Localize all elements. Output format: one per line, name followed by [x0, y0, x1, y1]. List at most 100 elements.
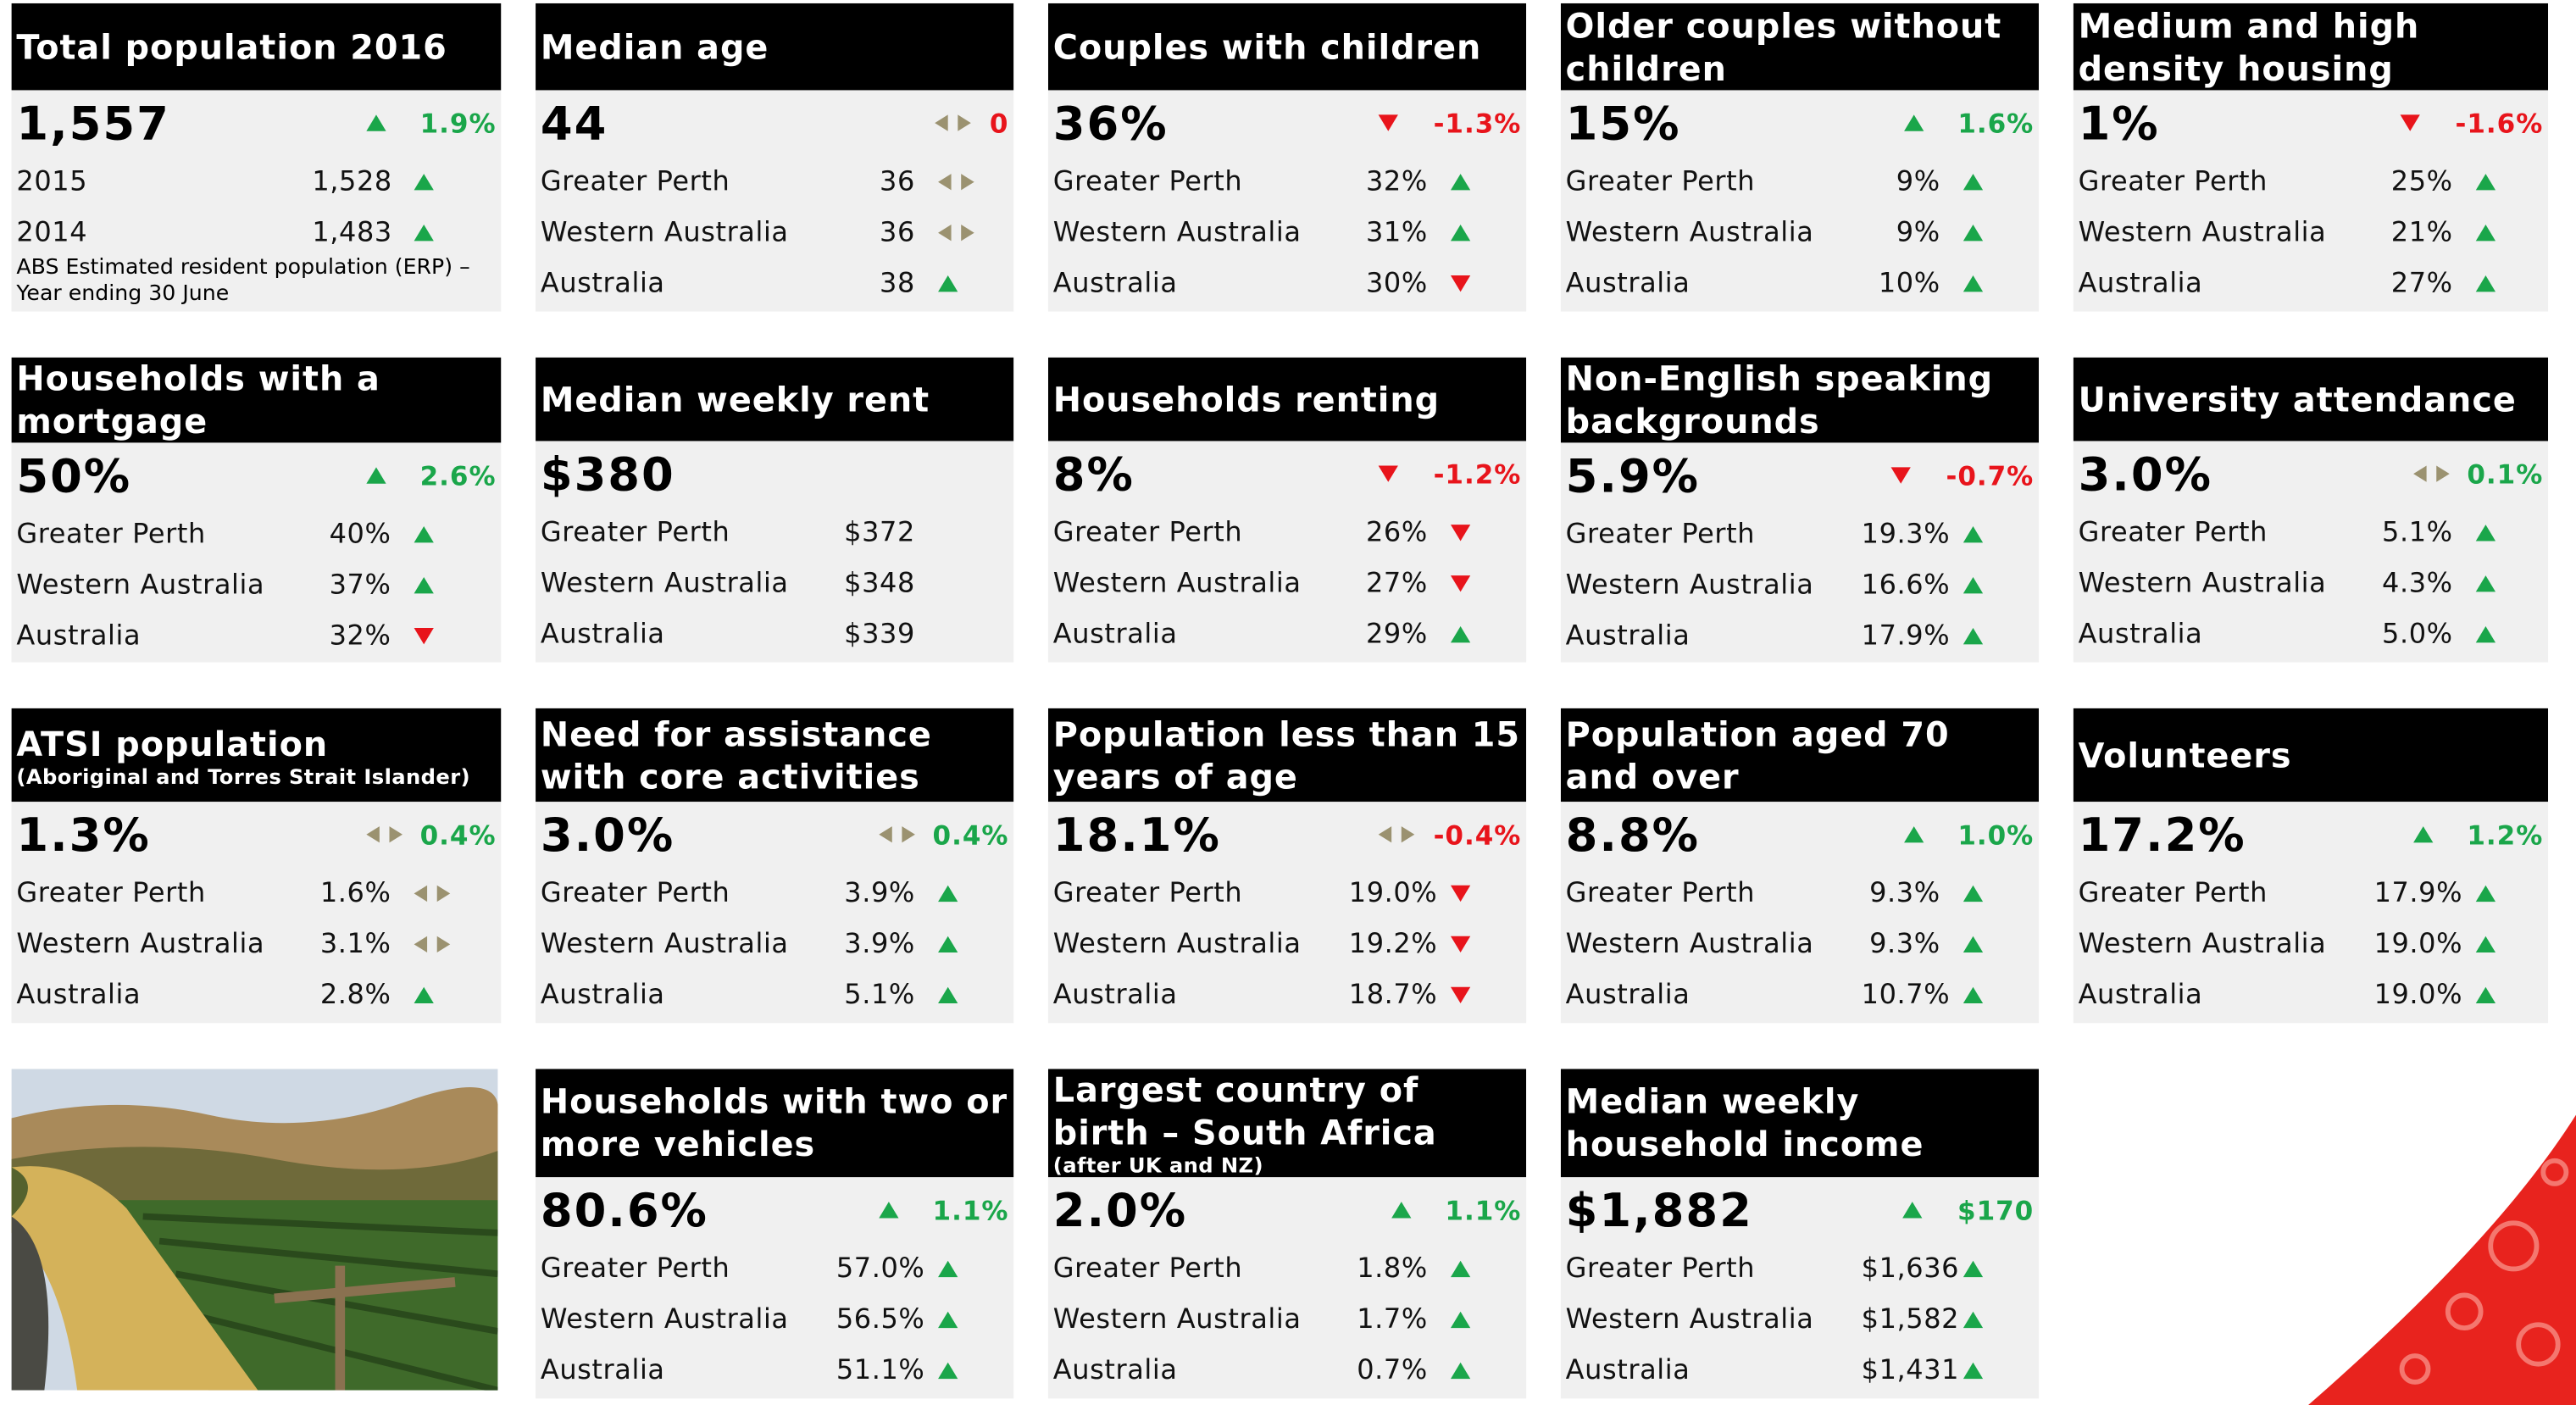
row-value: 19.2%: [1349, 928, 1428, 959]
row-value: 19.0%: [2374, 979, 2453, 1010]
trend-arrow: [1962, 625, 2001, 645]
card-body: 440Greater Perth36Western Australia36Aus…: [536, 90, 1013, 311]
comparison-row: Western Australia56.5%: [541, 1293, 1009, 1344]
row-value: 9%: [1862, 165, 1940, 197]
row-value: 5.0%: [2374, 618, 2453, 649]
row-label: Greater Perth: [1053, 516, 1349, 547]
main-row: 8.8%1.0%: [1566, 802, 2035, 867]
trend-arrow: [936, 883, 976, 902]
row-trend: [1428, 222, 1510, 242]
change-text: $170: [1957, 1194, 2034, 1225]
row-value: 4.3%: [2374, 567, 2453, 598]
trend-arrow: [936, 222, 976, 242]
main-row: 2.0%1.1%: [1053, 1177, 1522, 1242]
comparison-row: Western Australia36: [541, 207, 1009, 258]
comparison-row: Australia30%: [1053, 258, 1522, 308]
main-value: 44: [541, 96, 934, 150]
row-value: 18.7%: [1349, 979, 1428, 1010]
main-value: 80.6%: [541, 1183, 877, 1237]
trend-arrow: [1901, 825, 1941, 844]
title-text: Volunteers: [2079, 734, 2544, 776]
comparison-row: Western Australia19.0%: [2079, 918, 2544, 969]
card-title: University attendance: [2074, 358, 2548, 441]
row-trend: [1428, 934, 1510, 953]
change: -1.6%: [2400, 108, 2544, 139]
stat-card: Median weekly household income$1,882$170…: [1561, 1069, 2039, 1398]
trend-arrow: [1449, 624, 1489, 643]
trend-arrow: [2474, 273, 2514, 292]
trend-arrow: [936, 934, 976, 953]
trend-arrow: [2400, 113, 2440, 132]
title-text: Households renting: [1053, 378, 1522, 420]
trend-arrow: [1962, 222, 2001, 242]
change-text: -1.6%: [2456, 108, 2544, 139]
main-row: 18.1%-0.4%: [1053, 802, 1522, 867]
trend-arrow: [936, 985, 976, 1004]
row-value: $1,636: [1862, 1252, 1940, 1284]
row-value: 25%: [2374, 165, 2453, 197]
row-label: Australia: [541, 618, 836, 649]
row-label: Australia: [16, 619, 312, 651]
trend-arrow: [364, 113, 404, 132]
row-label: Australia: [1566, 267, 1862, 298]
comparison-row: Australia17.9%: [1566, 610, 2035, 661]
trend-arrow: [2474, 573, 2514, 592]
row-trend: [915, 883, 997, 902]
stat-card: Older couples without children15%1.6%Gre…: [1561, 3, 2039, 312]
card-title: Largest country of birth – South Africa(…: [1048, 1069, 1526, 1177]
row-value: 1,483: [312, 216, 391, 247]
change: -1.3%: [1378, 108, 1522, 139]
row-value: 26%: [1349, 516, 1428, 547]
stat-card: Households with a mortgage50%2.6%Greater…: [12, 358, 502, 663]
row-value: 2.8%: [312, 979, 391, 1010]
row-label: Australia: [1053, 618, 1349, 649]
row-trend: [2453, 573, 2535, 592]
trend-arrow: [413, 883, 452, 902]
trend-arrow: [877, 825, 917, 844]
card-title: Volunteers: [2074, 708, 2548, 802]
comparison-row: Greater Perth32%: [1053, 156, 1522, 207]
change-text: 1.1%: [933, 1194, 1009, 1225]
row-trend: [1940, 934, 2023, 953]
row-value: 37%: [312, 569, 391, 600]
row-trend: [915, 985, 997, 1004]
comparison-row: Greater Perth26%: [1053, 507, 1522, 558]
card-title: Non-English speaking backgrounds: [1561, 358, 2039, 443]
stat-card: Couples with children36%-1.3%Greater Per…: [1048, 3, 1526, 312]
row-label: Western Australia: [1053, 928, 1349, 959]
row-value: $372: [836, 516, 915, 547]
row-trend: [915, 273, 997, 292]
stat-card: Largest country of birth – South Africa(…: [1048, 1069, 1526, 1398]
title-subtitle: (Aboriginal and Torres Strait Islander): [16, 765, 496, 788]
card-body: 8.8%1.0%Greater Perth9.3%Western Austral…: [1561, 802, 2039, 1023]
card-title: Households with two or more vehicles: [536, 1069, 1013, 1177]
row-trend: [915, 171, 997, 191]
row-value: 1,528: [312, 165, 391, 197]
comparison-row: Australia29%: [1053, 608, 1522, 659]
row-label: Greater Perth: [1566, 518, 1862, 549]
card-body: 3.0%0.4%Greater Perth3.9%Western Austral…: [536, 802, 1013, 1023]
card-title: Median weekly rent: [536, 358, 1013, 441]
row-value: 9.3%: [1862, 877, 1940, 908]
change-text: 0.1%: [2467, 458, 2543, 490]
row-trend: [2453, 934, 2535, 953]
main-value: 3.0%: [2079, 447, 2412, 501]
row-trend: [1940, 222, 2023, 242]
change: 1.9%: [364, 108, 497, 139]
row-label: Australia: [1053, 267, 1349, 298]
row-label: Western Australia: [541, 928, 836, 959]
title-text: ATSI population: [16, 722, 496, 764]
trend-arrow: [1449, 273, 1489, 292]
main-value: $380: [541, 447, 1009, 501]
trend-arrow: [413, 222, 452, 242]
row-label: Greater Perth: [16, 877, 312, 908]
